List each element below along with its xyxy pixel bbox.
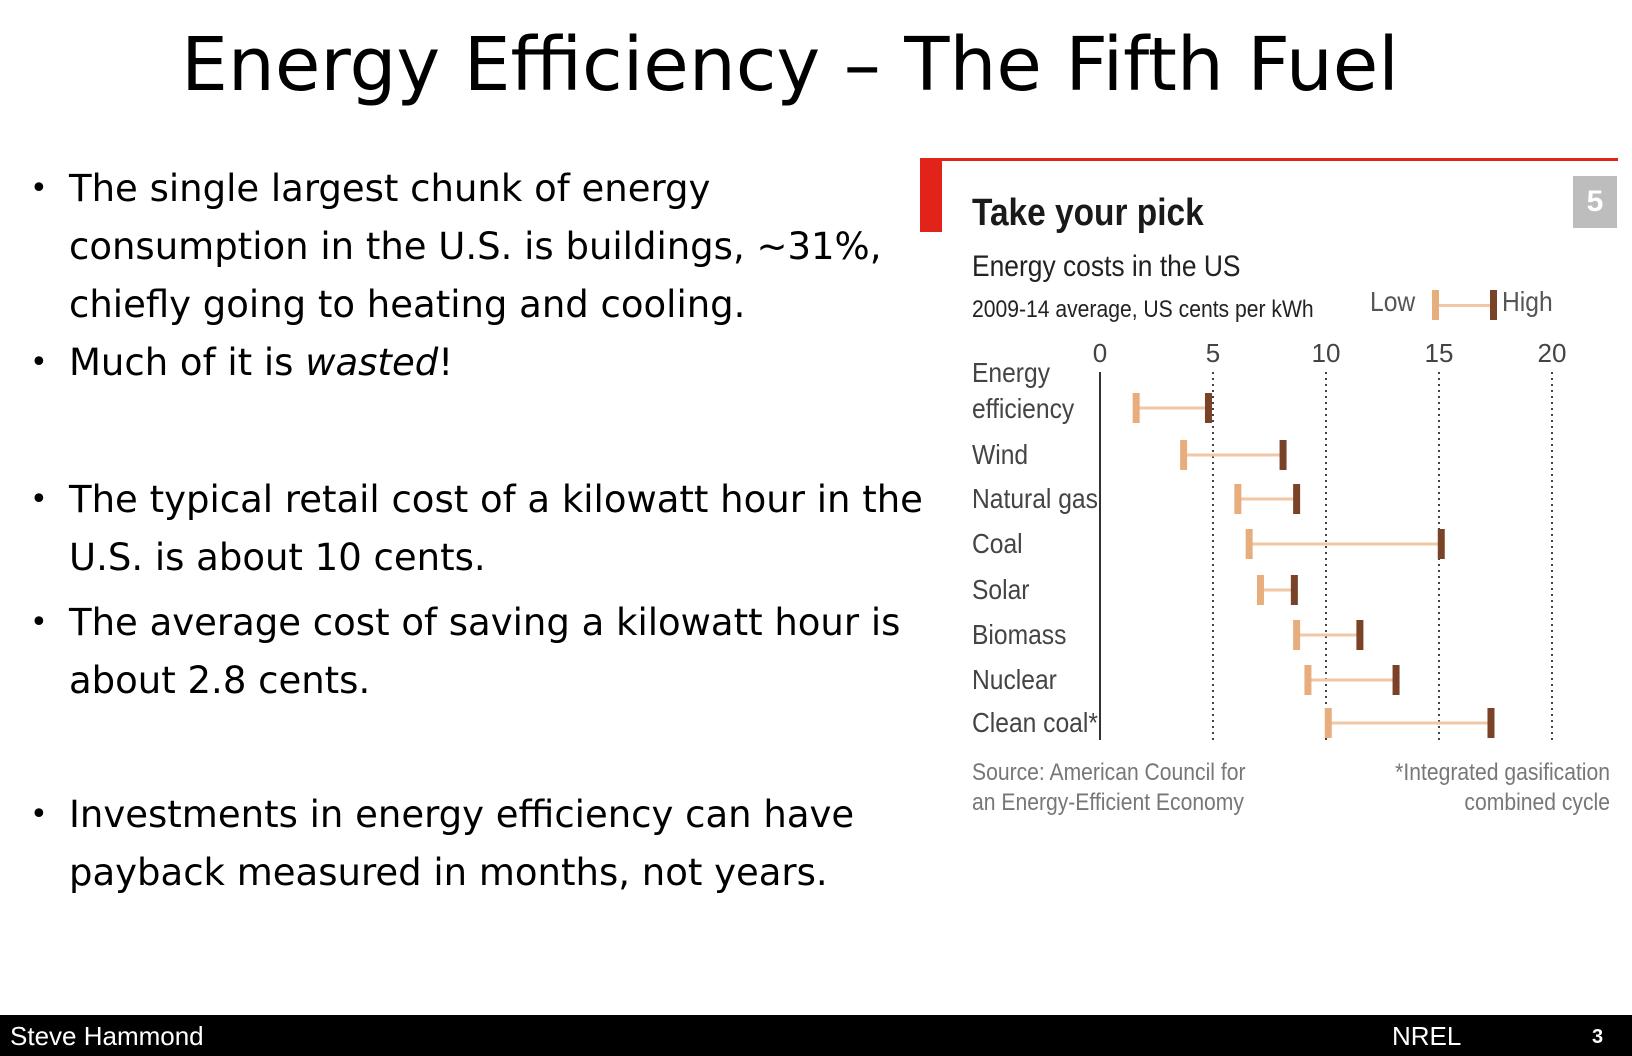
legend-low-marker — [1432, 290, 1439, 320]
legend-high-label: High — [1502, 286, 1553, 317]
category-label-line: Biomass — [972, 619, 1066, 651]
high-marker — [1356, 620, 1364, 650]
low-marker — [1132, 393, 1140, 423]
category-label: Biomass — [972, 619, 1066, 651]
category-label: Natural gas — [972, 483, 1098, 515]
category-label-line: Solar — [972, 574, 1030, 606]
bullet-item: • The single largest chunk of energy con… — [30, 160, 960, 334]
footer-bar: Steve Hammond NREL 3 — [0, 1015, 1632, 1056]
low-marker — [1245, 529, 1253, 559]
bullet-icon: • — [30, 797, 48, 832]
category-label-line: Natural gas — [972, 483, 1098, 515]
category-label: Wind — [972, 439, 1028, 471]
bullet-text-pre: Much of it is — [69, 341, 306, 384]
x-tick-label: 10 — [1312, 338, 1341, 368]
x-tick-label: 15 — [1425, 338, 1454, 368]
chart-source: Source: American Council for an Energy-E… — [972, 759, 1246, 816]
bullet-item: • Much of it is wasted! — [30, 334, 960, 392]
bullet-text-emphasis: wasted — [305, 341, 439, 384]
bullet-text: Investments in energy efficiency can hav… — [69, 793, 855, 894]
category-label-line: Wind — [972, 439, 1028, 471]
low-marker — [1293, 620, 1301, 650]
chart-title: Take your pick — [972, 192, 1204, 234]
high-marker — [1204, 393, 1212, 423]
chart-footnote: *Integrated gasification combined cycle — [1395, 759, 1610, 816]
footer-author: Steve Hammond — [10, 1021, 204, 1051]
x-tick-label: 5 — [1206, 338, 1220, 368]
bullet-item: • The typical retail cost of a kilowatt … — [30, 471, 960, 587]
footer-org: NREL — [1392, 1021, 1462, 1051]
accent-tab — [920, 158, 942, 232]
bullet-text: The typical retail cost of a kilowatt ho… — [69, 478, 923, 579]
category-label: Coal — [972, 528, 1023, 560]
slide-title: Energy Efficiency – The Fifth Fuel — [181, 22, 1399, 108]
bullet-text: The single largest chunk of energy consu… — [69, 167, 882, 326]
bullet-item: • Investments in energy efficiency can h… — [30, 786, 960, 902]
low-marker — [1304, 665, 1312, 695]
bullet-icon: • — [30, 171, 48, 206]
category-label-line: efficiency — [972, 393, 1075, 425]
bullet-icon: • — [30, 605, 48, 640]
category-label-line: Energy — [972, 357, 1051, 389]
x-tick-label: 0 — [1093, 338, 1107, 368]
high-marker — [1279, 440, 1287, 470]
bullet-icon: • — [30, 345, 48, 380]
category-label-line: Nuclear — [972, 664, 1057, 696]
high-marker — [1293, 484, 1301, 514]
legend-high-marker — [1490, 290, 1497, 320]
category-label: Energy efficiency — [972, 357, 1075, 425]
low-marker — [1324, 708, 1332, 738]
category-label-line: Coal — [972, 528, 1023, 560]
category-label: Solar — [972, 574, 1030, 606]
bullet-text: Much of it is wasted! — [69, 334, 960, 392]
high-marker — [1290, 575, 1298, 605]
chart-units: 2009-14 average, US cents per kWh — [972, 296, 1314, 323]
category-label: Nuclear — [972, 664, 1057, 696]
high-marker — [1392, 665, 1400, 695]
legend-range-line — [1436, 304, 1492, 307]
bullet-icon: • — [30, 482, 48, 517]
high-marker — [1487, 708, 1495, 738]
high-marker — [1437, 529, 1445, 559]
chart-legend: Low High — [1370, 286, 1620, 326]
page-number: 3 — [1592, 1026, 1604, 1048]
low-marker — [1234, 484, 1242, 514]
range-chart: 0 5 10 15 20 Energy efficiency Wind Natural gas C… — [972, 338, 1567, 740]
chart-panel: 5 Take your pick Energy costs in the US … — [920, 158, 1620, 858]
x-tick-label: 20 — [1538, 338, 1567, 368]
bullet-item: • The average cost of saving a kilowatt … — [30, 594, 960, 710]
legend-low-label: Low — [1370, 286, 1416, 317]
low-marker — [1256, 575, 1264, 605]
bullet-text: The average cost of saving a kilowatt ho… — [69, 601, 901, 702]
bullet-text-post: ! — [438, 341, 454, 384]
category-label-line: Clean coal* — [972, 707, 1098, 739]
chart-number-badge: 5 — [1573, 176, 1617, 228]
chart-subtitle: Energy costs in the US — [972, 250, 1241, 283]
low-marker — [1180, 440, 1188, 470]
category-label: Clean coal* — [972, 707, 1098, 739]
accent-rule — [920, 158, 1618, 161]
